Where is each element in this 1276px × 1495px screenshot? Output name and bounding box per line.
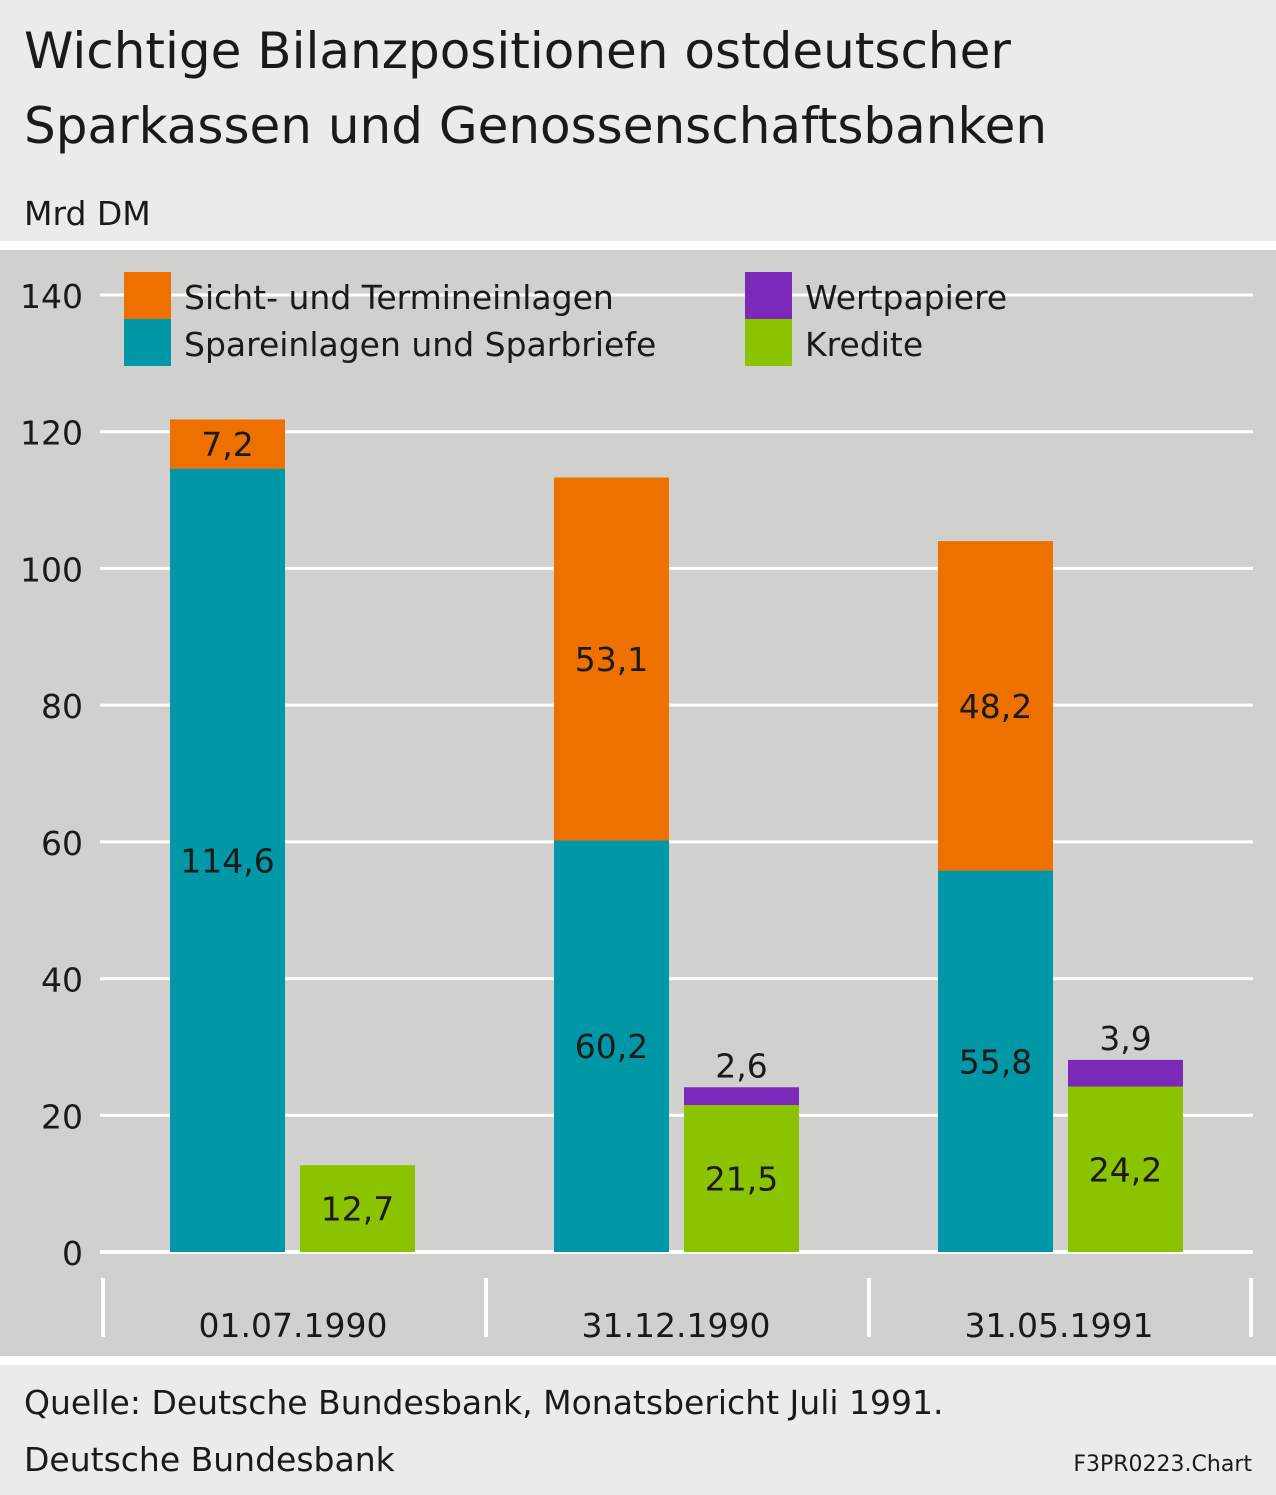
legend-label-sicht-und-termineinlagen: Sicht- und Termineinlagen [184,278,614,317]
legend-label-wertpapiere: Wertpapiere [805,278,1007,317]
bar-labels: 114,6 7,2 12,7 60,2 53,1 21,5 2,6 55,8 48,2 24,2 3… [180,425,1162,1229]
bar-label-kredite-31-12-1990: 21,5 [705,1160,778,1199]
y-tick-label-40: 40 [41,961,83,1000]
chart-title-line-2: Sparkassen und Genossenschaftsbanken [24,97,1047,155]
y-tick-label-140: 140 [20,277,83,316]
unit-label: Mrd DM [24,194,151,233]
bar-kredite-01-07-1990 [300,1165,415,1252]
legend-swatch-wertpapiere [745,272,792,319]
bar-label-kredite-01-07-1990: 12,7 [321,1190,394,1229]
y-tick-label-60: 60 [41,824,83,863]
bar-kredite-31-05-1991 [1068,1086,1183,1252]
y-tick-label-80: 80 [41,687,83,726]
bar-spareinlagen-und-sparbriefe-31-05-1991 [938,870,1053,1252]
bar-sicht-und-termineinlagen-31-05-1991 [938,541,1053,871]
x-tick-label-31-12-1990: 31.12.1990 [582,1306,771,1345]
bar-wertpapiere-31-05-1991 [1068,1059,1183,1087]
bottom-divider [0,1356,1276,1365]
bar-label-sicht-und-termineinlagen-31-05-1991: 48,2 [959,687,1032,726]
bars [170,419,1183,1252]
bar-spareinlagen-und-sparbriefe-01-07-1990 [170,468,285,1252]
bar-label-wertpapiere-31-05-1991: 3,9 [1099,1019,1151,1058]
y-tick-label-100: 100 [20,550,83,589]
bar-label-spareinlagen-und-sparbriefe-31-12-1990: 60,2 [575,1027,648,1066]
bar-kredite-31-12-1990 [684,1105,799,1252]
legend-label-spareinlagen-und-sparbriefe: Spareinlagen und Sparbriefe [184,325,656,364]
bar-label-sicht-und-termineinlagen-01-07-1990: 7,2 [201,425,253,464]
bar-label-kredite-31-05-1991: 24,2 [1089,1150,1162,1189]
chart-code: F3PR0223.Chart [1073,1452,1252,1477]
source-note: Quelle: Deutsche Bundesbank, Monatsberic… [24,1383,944,1422]
bar-sicht-und-termineinlagen-01-07-1990 [170,419,285,469]
bar-label-spareinlagen-und-sparbriefe-01-07-1990: 114,6 [180,841,274,880]
bar-wertpapiere-31-12-1990 [684,1087,799,1106]
bar-sicht-und-termineinlagen-31-12-1990 [554,477,669,841]
bar-label-sicht-und-termineinlagen-31-12-1990: 53,1 [575,640,648,679]
x-tick-label-31-05-1991: 31.05.1991 [965,1306,1154,1345]
y-tick-label-20: 20 [41,1097,83,1136]
legend-swatch-spareinlagen-und-sparbriefe [124,319,171,366]
top-divider [0,241,1276,250]
bar-spareinlagen-und-sparbriefe-31-12-1990 [554,840,669,1252]
publisher-note: Deutsche Bundesbank [24,1440,396,1479]
y-tick-label-0: 0 [62,1234,83,1273]
legend-swatch-sicht-und-termineinlagen [124,272,171,319]
legend-swatch-kredite [745,319,792,366]
legend-label-kredite: Kredite [805,325,923,364]
legend: Sicht- und Termineinlagen Wertpapiere Spar… [124,272,1253,366]
x-axis: 01.07.1990 31.12.1990 31.05.1991 [101,1278,1253,1345]
x-tick-label-01-07-1990: 01.07.1990 [199,1306,388,1345]
y-tick-label-120: 120 [20,414,83,453]
y-axis-ticks: 0 20 40 60 80 100 120 140 [20,277,83,1273]
bar-label-wertpapiere-31-12-1990: 2,6 [715,1046,767,1085]
bar-label-spareinlagen-und-sparbriefe-31-05-1991: 55,8 [959,1042,1032,1081]
chart-title-line-1: Wichtige Bilanzpositionen ostdeutscher [24,22,1011,80]
